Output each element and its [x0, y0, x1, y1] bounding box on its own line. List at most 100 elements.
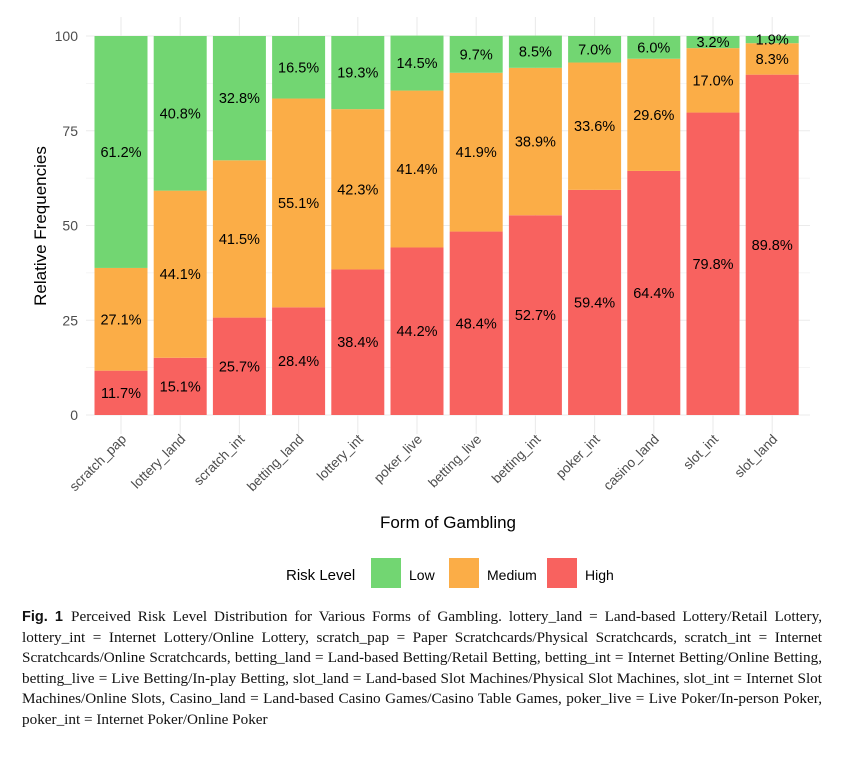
bar-segment-low	[212, 36, 266, 161]
y-tick-label: 50	[62, 218, 78, 234]
bar-segment-low	[745, 36, 799, 44]
bar-segment-low	[568, 36, 622, 63]
bar-segment-medium	[686, 48, 740, 113]
data-label: 17.0%	[692, 73, 733, 89]
bar-segment-medium	[331, 109, 385, 270]
data-label: 41.5%	[219, 232, 260, 248]
data-label: 61.2%	[100, 145, 141, 161]
bar-segment-low	[272, 36, 326, 99]
bar-segment-low	[686, 36, 740, 49]
data-label: 7.0%	[578, 42, 611, 58]
x-tick-label: casino_land	[600, 432, 662, 494]
data-label: 19.3%	[337, 66, 378, 82]
bar-segment-high	[331, 269, 385, 415]
data-label: 48.4%	[456, 316, 497, 332]
data-label: 25.7%	[219, 359, 260, 375]
bar-segment-medium	[272, 98, 326, 308]
y-axis-label: Relative Frequencies	[31, 146, 50, 306]
y-axis-ticks: 0 25 50 75 100	[55, 28, 79, 423]
bar-segment-low	[627, 36, 681, 59]
x-tick-label: poker_live	[371, 432, 425, 486]
y-tick-label: 100	[55, 28, 79, 44]
legend: Risk Level Low Medium High	[286, 558, 614, 588]
legend-label-low: Low	[409, 567, 436, 583]
bar-segment-high	[390, 247, 444, 415]
bar-segment-high	[153, 357, 207, 415]
data-label: 6.0%	[637, 40, 670, 56]
data-label: 41.9%	[456, 145, 497, 161]
bar-segment-medium	[627, 58, 681, 171]
x-tick-label: scratch_pap	[67, 432, 130, 495]
figure-caption: Fig. 1 Perceived Risk Level Distribution …	[22, 607, 822, 730]
legend-key-low	[371, 558, 401, 588]
x-tick-label: betting_int	[489, 431, 544, 486]
data-label: 27.1%	[100, 312, 141, 328]
data-label: 16.5%	[278, 60, 319, 76]
bar-segment-low	[449, 36, 503, 73]
data-label: 3.2%	[696, 35, 729, 51]
bar-segment-high	[686, 112, 740, 416]
data-label: 29.6%	[633, 108, 674, 124]
data-label: 38.4%	[337, 335, 378, 351]
bar-segment-high	[508, 215, 562, 415]
bar-segment-medium	[94, 267, 148, 371]
data-label: 42.3%	[337, 182, 378, 198]
data-label: 40.8%	[160, 106, 201, 122]
x-tick-label: slot_int	[680, 431, 721, 472]
x-tick-label: lottery_int	[314, 431, 366, 483]
bar-segment-low	[331, 36, 385, 110]
x-tick-label: poker_int	[553, 431, 603, 481]
data-label: 1.9%	[756, 33, 789, 49]
bar-segment-high	[627, 170, 681, 415]
figure-caption-text: Perceived Risk Level Distribution for Va…	[22, 608, 822, 728]
bar-segment-high	[449, 231, 503, 415]
bar-segment-high	[94, 370, 148, 415]
y-tick-label: 0	[70, 407, 78, 423]
data-label: 89.8%	[752, 238, 793, 254]
legend-label-medium: Medium	[487, 567, 537, 583]
bar-segment-high	[212, 317, 266, 415]
data-label: 41.4%	[396, 162, 437, 178]
bar-segment-medium	[449, 72, 503, 232]
data-label: 55.1%	[278, 196, 319, 212]
data-label: 59.4%	[574, 295, 615, 311]
data-label: 44.1%	[160, 267, 201, 283]
legend-title: Risk Level	[286, 567, 355, 584]
x-tick-label: slot_land	[731, 432, 780, 481]
bar-segment-medium	[508, 67, 562, 216]
bar-segment-high	[745, 74, 799, 416]
data-label: 11.7%	[101, 386, 141, 402]
bar-segment-medium	[390, 90, 444, 248]
data-label: 33.6%	[574, 119, 615, 135]
data-label: 14.5%	[396, 56, 437, 72]
x-axis-ticks: scratch_pap lottery_land scratch_intbettin…	[67, 431, 781, 494]
bar-segment-low	[508, 35, 562, 68]
bar-segment-medium	[212, 160, 266, 318]
data-label: 44.2%	[396, 324, 437, 340]
figure-caption-label: Fig. 1	[22, 609, 63, 625]
bar-segment-medium	[153, 190, 207, 358]
data-label: 8.3%	[756, 52, 789, 68]
legend-label-high: High	[585, 567, 614, 583]
legend-key-high	[547, 558, 577, 588]
bars: 11.7% 27.1% 61.2% 15.1% 44.1% 40.8% 25.7% 41.5%…	[94, 33, 799, 416]
bar-segment-low	[390, 35, 444, 91]
y-tick-label: 25	[62, 312, 78, 328]
data-label: 28.4%	[278, 354, 319, 370]
bar-segment-high	[272, 307, 326, 415]
data-label: 15.1%	[160, 379, 201, 395]
legend-key-medium	[449, 558, 479, 588]
data-label: 52.7%	[515, 308, 556, 324]
data-label: 9.7%	[460, 47, 493, 63]
x-tick-label: betting_land	[244, 432, 307, 495]
x-tick-label: betting_live	[425, 432, 484, 491]
stacked-bar-chart: 0 25 50 75 100 11.7% 27.1% 61.2% 15.1% 44.1% 40.8…	[31, 17, 810, 588]
y-tick-label: 75	[62, 123, 78, 139]
bar-segment-low	[153, 36, 207, 191]
x-axis-label: Form of Gambling	[380, 513, 516, 532]
bar-segment-low	[94, 36, 148, 268]
x-tick-label: lottery_land	[128, 432, 188, 492]
bar-segment-high	[568, 189, 622, 415]
data-label: 64.4%	[633, 286, 674, 302]
data-label: 8.5%	[519, 45, 552, 61]
